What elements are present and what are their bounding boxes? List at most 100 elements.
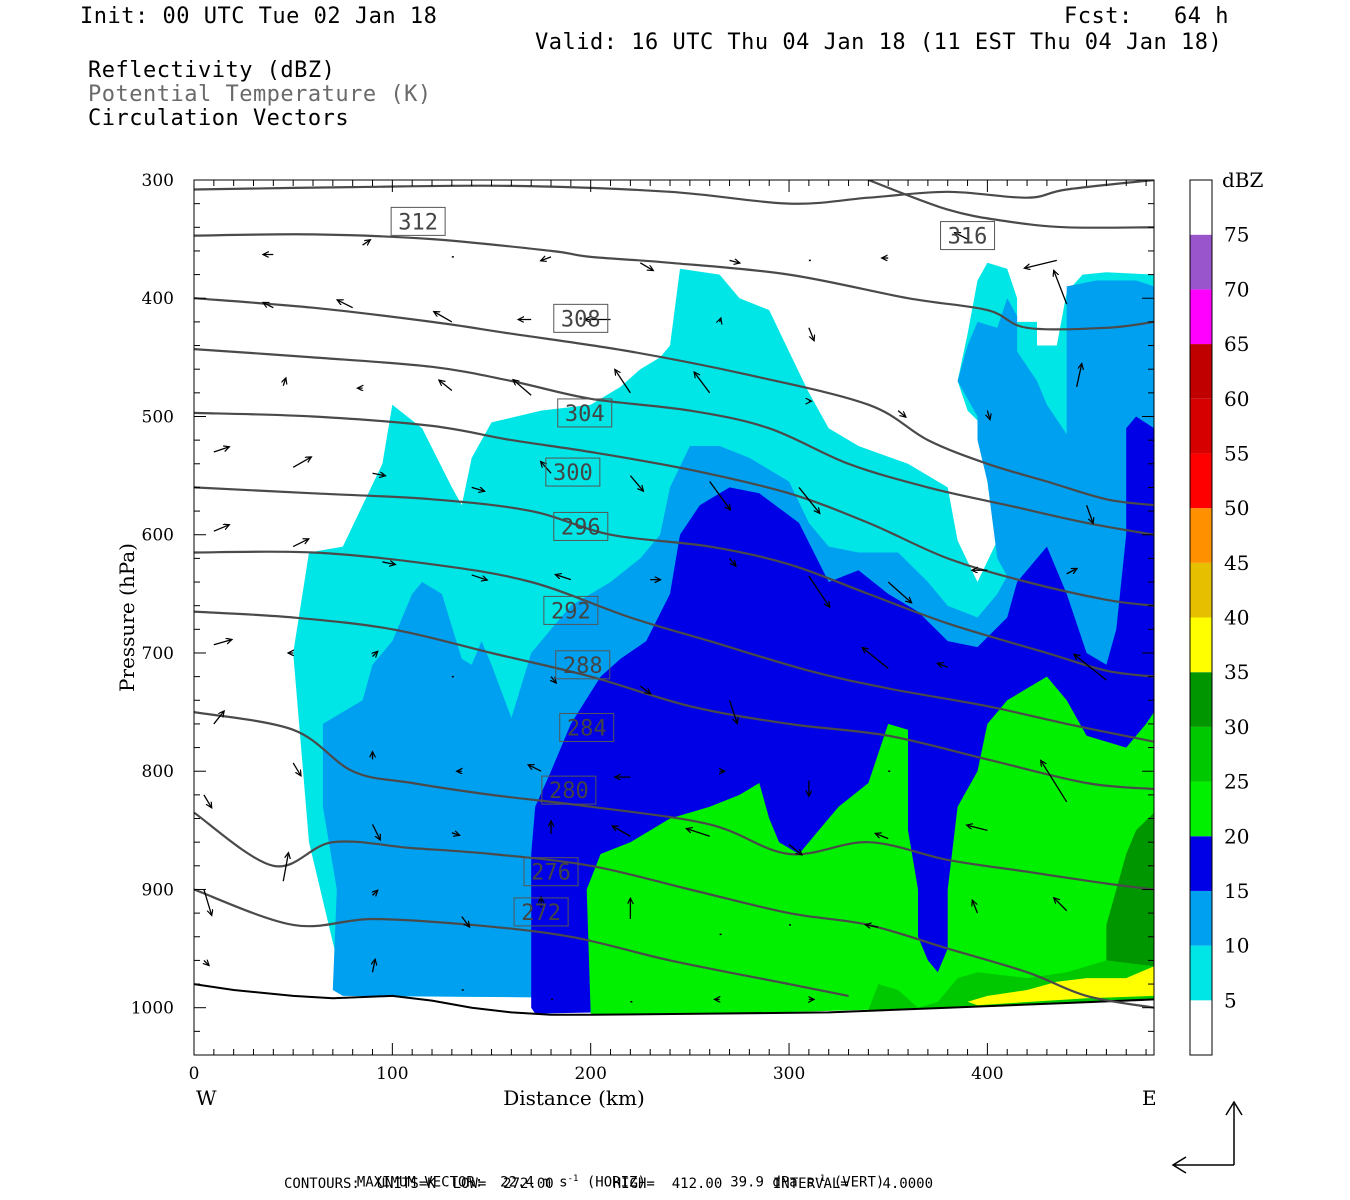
theta-label-box [390,206,446,236]
colorbar-segment [1190,836,1212,891]
theta-contour-label-288: 288 [555,650,611,680]
theta-label-box [543,595,599,625]
vector-76 [967,825,988,831]
colorbar-label: 35 [1224,660,1249,684]
y-tick-label: 600 [142,526,174,546]
vector-78 [282,853,288,882]
vector-25 [897,410,906,418]
vector-15 [720,318,721,322]
theta-label-box [541,775,597,805]
vector-33 [629,475,643,492]
vector-67 [1041,760,1068,803]
vector-18 [283,378,286,386]
theta-contour-label-308: 308 [553,303,609,333]
colorbar-label: 40 [1224,606,1249,630]
y-tick-label: 300 [142,171,174,191]
vector-12 [434,312,453,323]
max-vector-label: MAXIMUM VECTOR: [356,1174,484,1191]
vector-29 [292,457,311,468]
vector-54 [728,700,738,723]
colorbar-segment [1190,562,1212,618]
vector-16 [808,327,814,341]
field-vectors-label: Circulation Vectors [88,106,350,131]
theta-label-text: 312 [398,210,438,235]
max-vector-horiz-unit: (HORIZ) [586,1174,646,1191]
y-tick-label: 700 [142,644,174,664]
vector-30 [372,473,386,476]
vector-23 [694,372,711,394]
colorbar-label: 45 [1224,551,1249,575]
vector-80 [461,916,470,927]
max-vector-horiz-value: 22.4 m s [500,1174,568,1191]
vector-72 [612,826,631,837]
theta-contour-label-292: 292 [543,595,599,625]
theta-label-text: 272 [521,901,561,926]
field-reflectivity-label: Reflectivity (dBZ) [88,58,336,83]
vector-77 [203,889,212,915]
field-theta-label: Potential Temperature (K) [88,82,432,107]
east-label: E [1142,1086,1157,1110]
theta-contour-300 [194,348,1154,536]
theta-contour-272 [194,888,849,997]
colorbar-segment [1190,289,1212,345]
vector-10 [263,303,274,309]
x-axis-title: Distance (km) [503,1086,645,1110]
vector-21 [513,380,532,396]
theta-label-text: 284 [567,716,607,741]
vector-68 [203,794,212,808]
theta-contour-276 [194,811,1154,1009]
vert-exponent: -1 [814,1174,826,1184]
terrain-line [194,983,1154,1016]
vector-88 [204,960,209,965]
vector-53 [639,685,650,694]
vector-41 [555,575,572,581]
theta-label-text: 308 [561,307,601,332]
vector-79 [373,890,378,895]
vector-31 [471,487,485,491]
colorbar-label: 50 [1224,496,1249,520]
colorbar-segment [1190,453,1212,509]
horiz-exponent: -1 [567,1174,579,1184]
vector-20 [439,380,453,391]
x-tick-label: 200 [574,1064,606,1084]
theta-label-box [523,857,579,887]
theta-contour-316 [868,180,1154,229]
vector-59 [292,762,301,776]
vector-3 [541,257,552,261]
colorbar: 5 10 15 20 25 30 35 40 45 50 55 60 65 70 75 dBZ [1189,168,1264,1056]
colorbar-segment [1190,1000,1212,1055]
theta-label-text: 300 [553,461,593,486]
theta-contour-label-280: 280 [541,775,597,805]
theta-contour-292 [194,486,1154,678]
colorbar-label: 5 [1224,988,1237,1012]
reference-vector-icon [1171,1100,1243,1174]
vector-4 [639,262,653,271]
x-tick-label: 100 [376,1064,408,1084]
vector-37 [213,525,230,532]
vector-47 [1066,569,1077,575]
colorbar-segment [1190,726,1212,782]
theta-label-box [555,650,611,680]
vector-44 [808,575,830,607]
plot-frame [193,179,1155,1056]
vector-43 [729,557,736,566]
vector-74 [788,844,802,855]
y-tick-label: 800 [142,762,174,782]
max-vector-vert-unit: (VERT) [833,1174,885,1191]
theta-label-box [545,457,601,487]
theta-contour-280 [194,711,1154,891]
terrain [194,983,1154,1055]
theta-contour-label-284: 284 [559,712,615,742]
theta-label-box [940,221,996,251]
theta-label-box [553,303,609,333]
y-tick-label: 500 [142,407,174,427]
colorbar-segment [1190,508,1212,563]
colorbar-unit: dBZ [1222,168,1264,192]
theta-contour-label-312: 312 [390,206,446,236]
theta-contour-284 [194,610,1154,791]
theta-label-text: 296 [561,515,601,540]
colorbar-segment [1190,781,1212,837]
vector-36 [1085,504,1094,523]
colorbar-label: 30 [1224,715,1249,739]
vector-86 [972,900,979,914]
